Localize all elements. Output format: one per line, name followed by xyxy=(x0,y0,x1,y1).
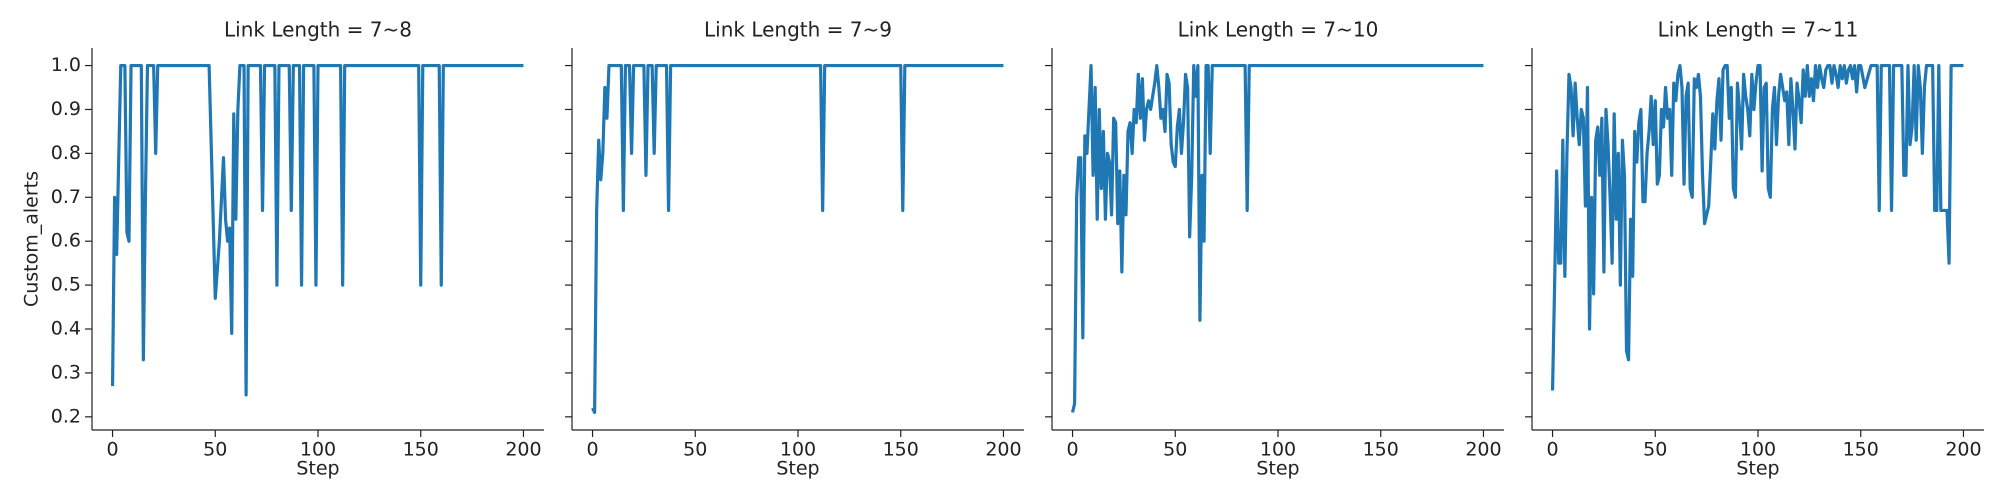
panel-title: Link Length = 7~11 xyxy=(1658,18,1859,42)
x-tick-label: 50 xyxy=(683,439,707,461)
x-tick-label: 100 xyxy=(780,439,816,461)
x-tick-label: 50 xyxy=(203,439,227,461)
x-tick-label: 150 xyxy=(403,439,439,461)
x-axis-label: Step xyxy=(1256,458,1299,480)
panel: Link Length = 7~10 0 50 100 150 200 Step xyxy=(1045,18,1504,480)
x-tick-label: 200 xyxy=(985,439,1021,461)
data-line xyxy=(110,63,524,397)
panel-title: Link Length = 7~8 xyxy=(224,18,412,42)
x-axis-label: Step xyxy=(1736,458,1779,480)
x-tick-label: 0 xyxy=(586,439,598,461)
x-tick-label: 0 xyxy=(1546,439,1558,461)
y-tick-label: 0.6 xyxy=(51,230,81,252)
y-axis-label: Custom_alerts xyxy=(21,171,43,307)
x-tick-label: 100 xyxy=(1260,439,1296,461)
y-tick-label: 0.2 xyxy=(51,405,81,427)
panel: Link Length = 7~11 0 50 100 150 200 Step xyxy=(1525,18,1984,480)
x-tick-label: 200 xyxy=(505,439,541,461)
y-tick-label: 0.7 xyxy=(51,186,81,208)
x-tick-label: 50 xyxy=(1163,439,1187,461)
data-line xyxy=(1070,63,1484,413)
data-line xyxy=(1550,63,1964,391)
panel: Link Length = 7~8 0 50 100 150 200 0.2 0.3 0.4 0.… xyxy=(21,18,544,480)
x-tick-label: 50 xyxy=(1643,439,1667,461)
x-tick-label: 0 xyxy=(106,439,118,461)
x-tick-label: 150 xyxy=(883,439,919,461)
y-tick-label: 1.0 xyxy=(51,54,81,76)
y-tick-label: 0.3 xyxy=(51,361,81,383)
y-tick-label: 0.9 xyxy=(51,98,81,120)
x-tick-label: 100 xyxy=(300,439,336,461)
y-tick-label: 0.4 xyxy=(51,318,81,340)
data-line xyxy=(591,63,1004,415)
x-axis-label: Step xyxy=(296,458,339,480)
x-tick-label: 0 xyxy=(1066,439,1078,461)
x-tick-label: 200 xyxy=(1945,439,1981,461)
x-tick-label: 150 xyxy=(1363,439,1399,461)
x-tick-label: 100 xyxy=(1740,439,1776,461)
y-tick-label: 0.5 xyxy=(51,274,81,296)
y-tick-label: 0.8 xyxy=(51,142,81,164)
x-axis-label: Step xyxy=(776,458,819,480)
x-tick-label: 200 xyxy=(1465,439,1501,461)
panel-title: Link Length = 7~9 xyxy=(704,18,892,42)
x-tick-label: 150 xyxy=(1843,439,1879,461)
panel: Link Length = 7~9 0 50 100 150 200 Step xyxy=(565,18,1024,480)
panel-title: Link Length = 7~10 xyxy=(1178,18,1379,42)
